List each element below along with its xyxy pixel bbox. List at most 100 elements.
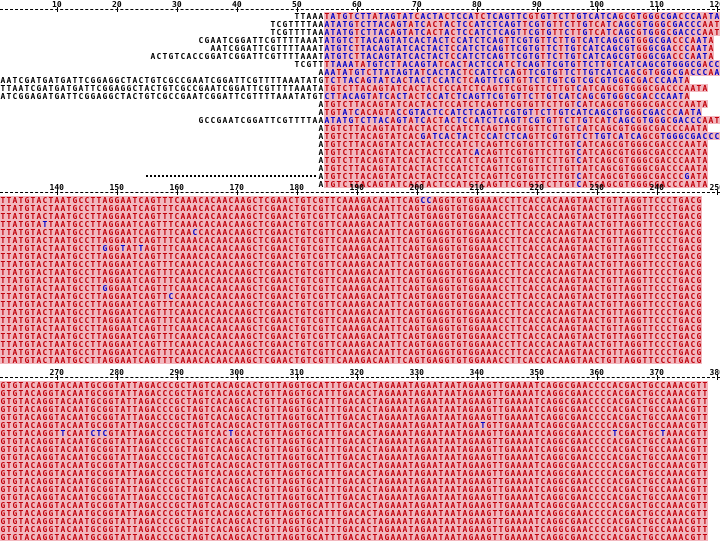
nucleotide: C — [43, 356, 48, 365]
nucleotide: C — [253, 356, 258, 365]
ruler-tick-label: 220 — [530, 183, 544, 192]
nucleotide: G — [247, 356, 252, 365]
nucleotide: C — [667, 356, 672, 365]
nucleotide: G — [427, 356, 432, 365]
nucleotide: A — [193, 356, 198, 365]
ruler-tick-label: 240 — [650, 183, 664, 192]
nucleotide: A — [457, 180, 462, 189]
nucleotide: C — [535, 356, 540, 365]
ruler-tick-label: 320 — [350, 368, 364, 377]
nucleotide: G — [607, 356, 612, 365]
nucleotide: T — [49, 356, 54, 365]
ruler-tick-label: 60 — [352, 0, 362, 9]
nucleotide: G — [697, 356, 702, 365]
ruler-tick-label: 290 — [170, 368, 184, 377]
nucleotide: C — [229, 356, 234, 365]
nucleotide: A — [127, 356, 132, 365]
nucleotide: C — [505, 356, 510, 365]
nucleotide: A — [427, 180, 432, 189]
nucleotide: A — [13, 356, 18, 365]
ruler-tick-label: 210 — [470, 183, 484, 192]
nucleotide: T — [391, 356, 396, 365]
nucleotide: C — [403, 356, 408, 365]
nucleotide: G — [457, 356, 462, 365]
nucleotide: T — [133, 356, 138, 365]
ruler-axis — [0, 9, 720, 10]
nucleotide: C — [577, 180, 582, 189]
nucleotide: C — [613, 180, 618, 189]
nucleotide: A — [493, 356, 498, 365]
nucleotide: T — [559, 180, 564, 189]
nucleotide: A — [37, 356, 42, 365]
nucleotide: T — [517, 356, 522, 365]
nucleotide: C — [343, 180, 348, 189]
nucleotide: T — [331, 356, 336, 365]
nucleotide: A — [385, 356, 390, 365]
nucleotide: C — [211, 356, 216, 365]
ruler-tick-label: 330 — [410, 368, 424, 377]
ruler-tick-label: 360 — [590, 368, 604, 377]
nucleotide: A — [217, 356, 222, 365]
nucleotide: T — [505, 180, 510, 189]
nucleotide: G — [679, 356, 684, 365]
nucleotide: T — [91, 356, 96, 365]
nucleotide: A — [391, 180, 396, 189]
nucleotide: G — [301, 356, 306, 365]
nucleotide: T — [649, 356, 654, 365]
nucleotide: C — [499, 356, 504, 365]
nucleotide: T — [697, 180, 702, 189]
nucleotide: A — [547, 356, 552, 365]
nucleotide: T — [7, 356, 12, 365]
ruler-tick-label: 310 — [290, 368, 304, 377]
nucleotide: G — [517, 180, 522, 189]
nucleotide: A — [343, 356, 348, 365]
nucleotide: A — [433, 356, 438, 365]
nucleotide: A — [589, 356, 594, 365]
ruler-tick-label: 160 — [170, 183, 184, 192]
nucleotide: T — [325, 356, 330, 365]
nucleotide: T — [463, 180, 468, 189]
nucleotide: T — [19, 356, 24, 365]
nucleotide: C — [433, 180, 438, 189]
nucleotide: G — [73, 356, 78, 365]
nucleotide: A — [355, 356, 360, 365]
nucleotide: C — [139, 356, 144, 365]
nucleotide: T — [397, 180, 402, 189]
nucleotide: C — [661, 356, 666, 365]
ruler-tick-label: 200 — [410, 183, 424, 192]
nucleotide: C — [673, 180, 678, 189]
nucleotide: G — [619, 180, 624, 189]
nucleotide: T — [553, 180, 558, 189]
nucleotide: C — [337, 356, 342, 365]
ruler-tick-label: 40 — [232, 0, 242, 9]
nucleotide: A — [625, 356, 630, 365]
ruler-tick-label: 340 — [470, 368, 484, 377]
nucleotide: T — [421, 356, 426, 365]
ruler-tick-label: 30 — [172, 0, 182, 9]
nucleotide: G — [571, 356, 576, 365]
nucleotide: C — [541, 356, 546, 365]
nucleotide: C — [85, 356, 90, 365]
nucleotide: T — [157, 356, 162, 365]
nucleotide: C — [79, 356, 84, 365]
nucleotide: T — [163, 356, 168, 365]
nucleotide: A — [181, 356, 186, 365]
nucleotide: G — [109, 356, 114, 365]
nucleotide: T — [613, 356, 618, 365]
nucleotide: A — [319, 180, 324, 189]
nucleotide: G — [361, 356, 366, 365]
nucleotide: T — [295, 356, 300, 365]
ruler-tick-label: 20 — [112, 0, 122, 9]
nucleotide: T — [499, 180, 504, 189]
nucleotide: A — [277, 356, 282, 365]
nucleotide: T — [625, 180, 630, 189]
nucleotide: T — [463, 356, 468, 365]
nucleotide: A — [685, 180, 690, 189]
nucleotide: G — [475, 356, 480, 365]
nucleotide: G — [493, 180, 498, 189]
nucleotide: A — [367, 356, 372, 365]
nucleotide: G — [151, 356, 156, 365]
nucleotide: A — [187, 356, 192, 365]
ruler-tick-label: 180 — [290, 183, 304, 192]
